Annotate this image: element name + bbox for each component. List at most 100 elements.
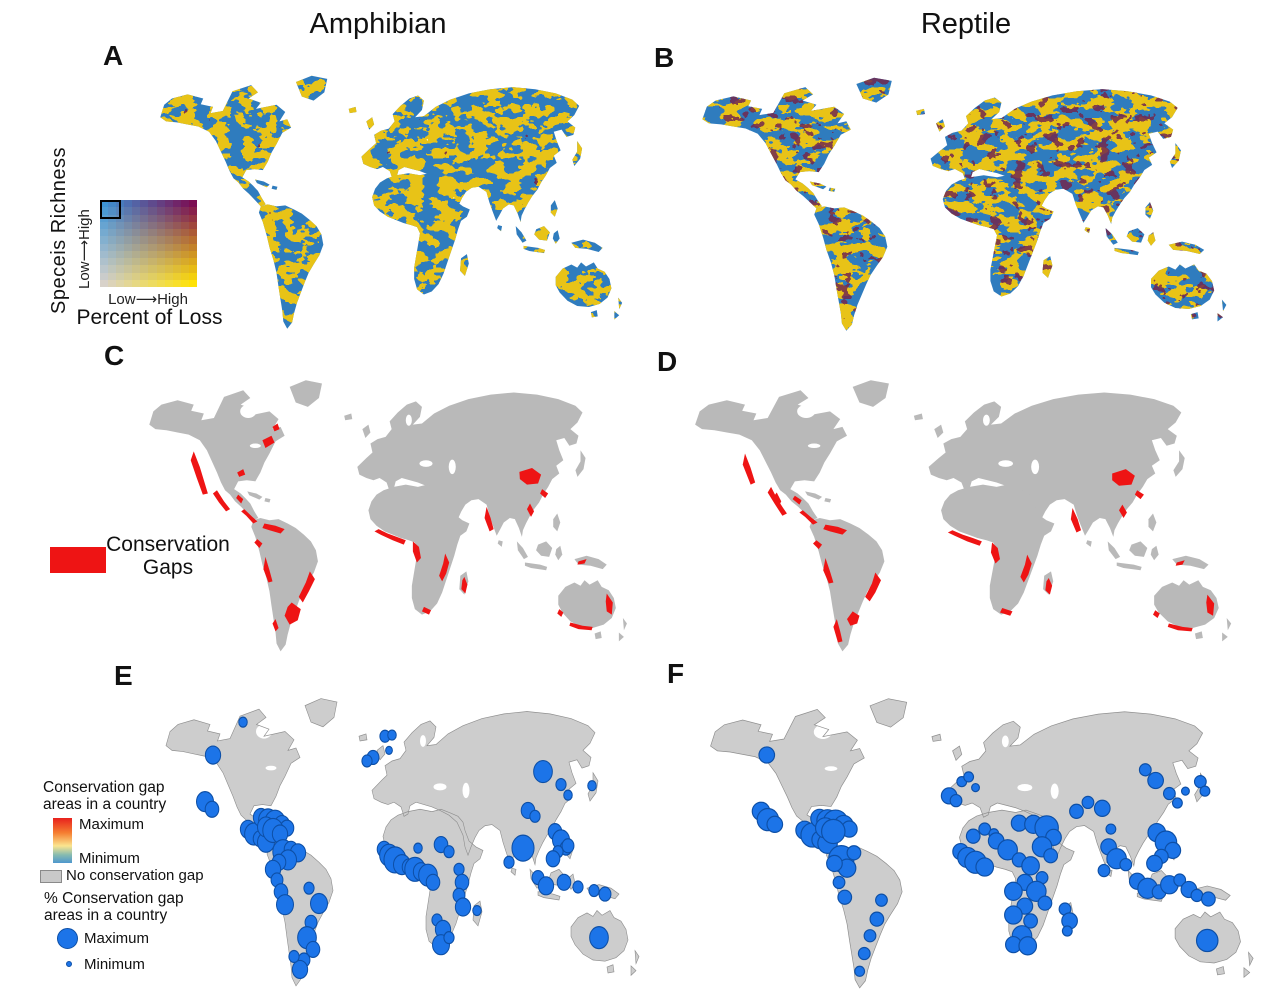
bivariate-cell: [124, 272, 133, 280]
gap-patch: [1020, 554, 1032, 583]
bivariate-cell: [148, 236, 157, 244]
bivariate-cell: [172, 229, 181, 237]
bivariate-cell: [172, 272, 181, 280]
pct-gap-bubble: [556, 873, 572, 891]
bivariate-cell: [132, 207, 141, 215]
pct-gap-bubble: [561, 838, 575, 854]
pct-gap-bubble: [1171, 797, 1183, 809]
bivariate-cell: [156, 243, 165, 251]
map-amphibian-richness-loss: [160, 75, 623, 329]
bivariate-cell: [180, 243, 189, 251]
pct-gap-bubble: [1081, 795, 1095, 810]
gap-patch: [823, 524, 847, 535]
bivariate-cell: [172, 243, 181, 251]
panel-label-a: A: [103, 40, 124, 71]
pct-gap-bubble: [589, 926, 609, 950]
bivariate-y-axis-title: Speceis Richness: [48, 147, 70, 314]
pct-gap-bubble: [454, 897, 472, 917]
pct-gap-bubble: [846, 845, 862, 861]
gap-patch: [990, 542, 1000, 564]
pct-gap-bubble: [875, 893, 888, 907]
bivariate-cell: [180, 279, 189, 287]
pct-gap-bubble: [361, 754, 373, 768]
pct-gap-title: % Conservation gap areas in a country: [44, 890, 204, 924]
conservation-gap-swatch: [50, 547, 106, 573]
pct-gap-bubble: [537, 876, 555, 896]
panel-label-e: E: [114, 660, 133, 691]
bivariate-cell: [164, 272, 173, 280]
pct-gap-bubble: [869, 911, 885, 927]
bivariate-cell: [108, 272, 117, 280]
pct-gap-bubble: [572, 880, 584, 894]
bivariate-cell: [172, 221, 181, 229]
pct-gap-bubble: [276, 894, 294, 916]
bivariate-cell: [148, 279, 157, 287]
bivariate-cell: [156, 265, 165, 273]
pct-gap-bubble: [310, 892, 328, 915]
gap-patch: [773, 492, 782, 506]
pct-gap-bubble: [472, 904, 482, 917]
map-reptile-conservation-gaps: [695, 380, 1232, 652]
bivariate-cell: [164, 250, 173, 258]
bivariate-cell: [116, 221, 125, 229]
pct-gap-bubble: [857, 946, 871, 961]
pct-gap-bubble: [204, 745, 222, 765]
bivariate-cell: [124, 236, 133, 244]
pct-gap-bubble: [238, 716, 248, 728]
country-gradient-title-line2: areas in a country: [43, 796, 167, 813]
pct-gap-bubble: [1026, 880, 1047, 902]
bivariate-cell: [148, 258, 157, 266]
bivariate-cell: [100, 265, 109, 273]
gap-patch: [1153, 610, 1160, 618]
gap-patch: [1119, 504, 1127, 518]
bivariate-cell: [108, 250, 117, 258]
pct-gap-bubble: [826, 854, 843, 873]
gap-patch: [540, 489, 549, 498]
bivariate-cell: [164, 221, 173, 229]
pct-gap-bubble: [1004, 881, 1023, 901]
gap-patch: [823, 558, 834, 584]
gap-patch: [272, 423, 280, 432]
bivariate-cell: [148, 200, 157, 208]
bivariate-cell: [108, 279, 117, 287]
conservation-gap-label: Conservation Gaps: [106, 533, 230, 579]
bivariate-x-axis-range: Low⟶High: [108, 291, 188, 308]
bivariate-cell: [140, 265, 149, 273]
column-title-amphibian: Amphibian: [309, 8, 447, 40]
gap-patch: [263, 556, 273, 583]
pct-gap-bubble: [1069, 803, 1084, 819]
pct-gap-bubble: [965, 828, 981, 844]
pct-gap-bubble: [529, 809, 541, 823]
pct-gap-bubble: [443, 931, 455, 945]
bivariate-cell: [108, 229, 117, 237]
gap-patch: [1175, 560, 1185, 566]
pct-gap-bubble: [758, 746, 776, 764]
bivariate-cell: [140, 243, 149, 251]
panel-label-d: D: [657, 346, 678, 377]
bivariate-cell: [100, 243, 109, 251]
pct-gap-bubble: [1173, 873, 1187, 887]
gap-patch: [284, 602, 301, 625]
pct-gap-bubble: [204, 800, 220, 818]
pct-gap-bubble: [291, 959, 309, 980]
bivariate-cell: [140, 207, 149, 215]
panel-label-c: C: [104, 340, 125, 371]
bivariate-cell: [188, 221, 197, 229]
no-conservation-gap-swatch: [40, 870, 62, 883]
bivariate-cell: [148, 221, 157, 229]
bivariate-cell: [156, 279, 165, 287]
gap-patch: [557, 609, 564, 617]
gap-patch: [1112, 469, 1135, 486]
pct-gap-bubble: [454, 873, 470, 891]
pct-gap-bubble: [288, 949, 300, 964]
pct-gap-bubble: [425, 873, 441, 891]
panel-label-b: B: [654, 42, 675, 73]
gap-patch: [1045, 578, 1053, 595]
bivariate-cell: [148, 265, 157, 273]
bivariate-cell: [124, 250, 133, 258]
gap-patch: [236, 494, 244, 504]
gap-patch: [421, 606, 432, 615]
gap-patch: [833, 619, 843, 643]
gap-patch: [1000, 608, 1013, 616]
bivariate-cell: [124, 214, 133, 222]
